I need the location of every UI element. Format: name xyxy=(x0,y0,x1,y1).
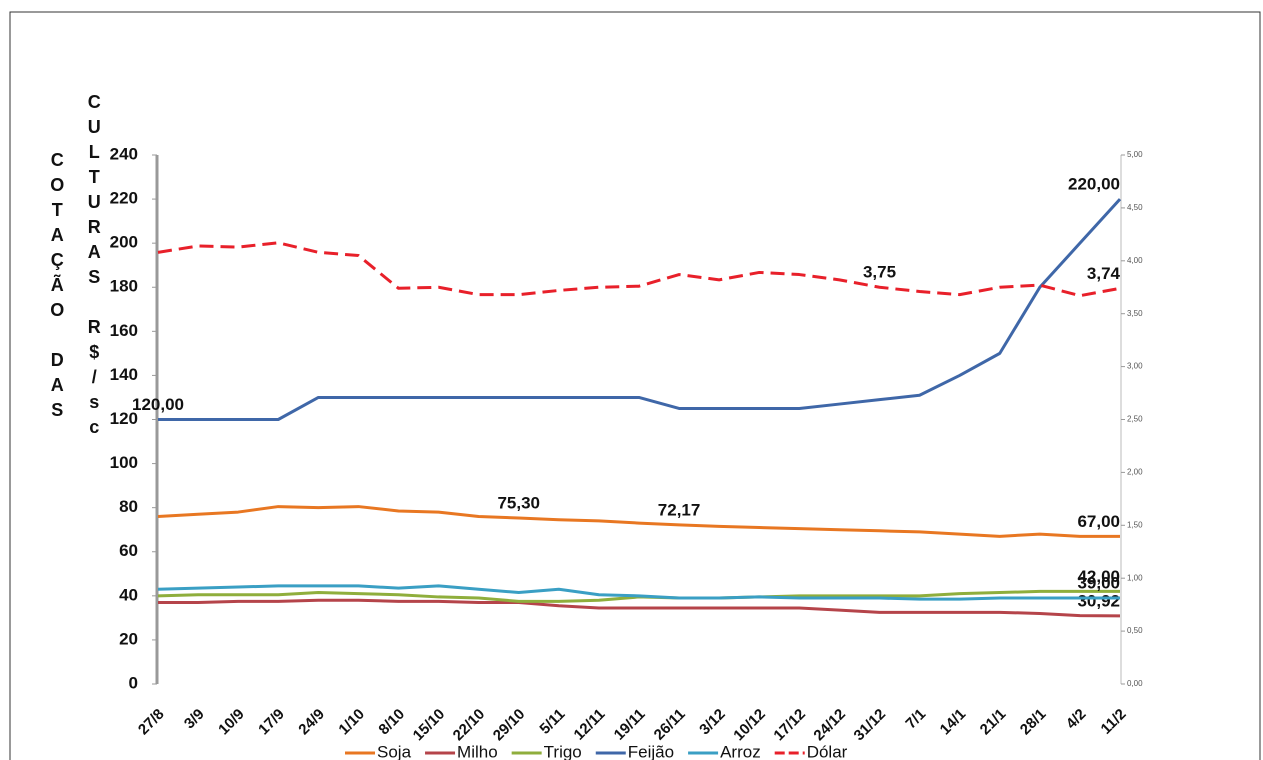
legend-label: Milho xyxy=(457,742,498,760)
y-tick-label: 180 xyxy=(110,277,138,296)
y-tick-label: 120 xyxy=(110,409,138,428)
y2-tick-label: 2,50 xyxy=(1127,415,1143,424)
legend-label: Soja xyxy=(377,742,412,760)
series-line xyxy=(157,505,1120,538)
y-tick-label: 80 xyxy=(119,497,138,516)
y-axis-label: CULTURAS R$/sc xyxy=(84,92,104,442)
y-tick-label: 200 xyxy=(110,233,138,252)
y-tick-label: 240 xyxy=(110,144,138,163)
y-tick-label: 220 xyxy=(110,189,138,208)
y2-tick-label: 1,00 xyxy=(1127,573,1143,582)
data-label: 30,92 xyxy=(1077,591,1120,610)
y2-tick-label: 2,00 xyxy=(1127,468,1143,477)
y-tick-label: 100 xyxy=(110,453,138,472)
data-label: 67,00 xyxy=(1077,512,1120,531)
chart-frame xyxy=(9,11,1261,760)
y2-tick-label: 5,00 xyxy=(1127,150,1143,159)
data-label: 42,00 xyxy=(1077,567,1120,586)
y-tick-label: 60 xyxy=(119,541,138,560)
y2-tick-label: 4,00 xyxy=(1127,256,1143,265)
legend-label: Dólar xyxy=(807,742,848,760)
data-label: 3,74 xyxy=(1087,264,1121,283)
series-line xyxy=(157,241,1121,298)
data-label: 3,75 xyxy=(863,263,896,282)
y-tick-label: 0 xyxy=(129,673,138,692)
series-line xyxy=(158,598,1121,618)
y-tick-label: 40 xyxy=(119,585,138,604)
data-label: 39,00 xyxy=(1077,574,1120,593)
y2-tick-label: 1,50 xyxy=(1127,520,1143,529)
series-line xyxy=(157,584,1120,601)
y-axis-label: COTAÇÃO DAS xyxy=(47,150,67,425)
series-line xyxy=(158,198,1122,421)
y2-tick-label: 0,50 xyxy=(1127,626,1143,635)
y2-tick-label: 4,50 xyxy=(1127,203,1143,212)
data-label: 72,17 xyxy=(658,500,701,519)
y-tick-label: 140 xyxy=(110,365,138,384)
y2-tick-label: 0,00 xyxy=(1127,679,1143,688)
legend-label: Arroz xyxy=(720,742,761,760)
legend-label: Trigo xyxy=(544,742,582,760)
y2-tick-label: 3,50 xyxy=(1127,309,1143,318)
data-label: 120,00 xyxy=(132,395,184,414)
data-label: 75,30 xyxy=(497,494,540,513)
legend-label: Feijão xyxy=(628,742,674,760)
y2-tick-label: 3,00 xyxy=(1127,362,1143,371)
data-label: 220,00 xyxy=(1068,175,1120,194)
y-tick-label: 160 xyxy=(110,321,138,340)
y-tick-label: 20 xyxy=(119,629,138,648)
